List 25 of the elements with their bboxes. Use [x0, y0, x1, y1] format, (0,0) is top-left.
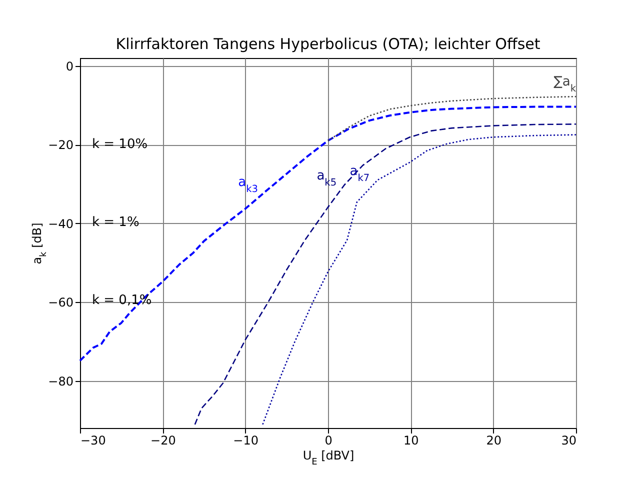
- y-tick-label: −20: [48, 138, 74, 152]
- x-tick-label: 10: [404, 434, 419, 448]
- annotation: k = 10%: [92, 137, 148, 152]
- line-series: [194, 123, 577, 426]
- annotation: k = 0,1%: [92, 293, 152, 308]
- annotation: k = 1%: [92, 215, 140, 230]
- series-label: a$_{k3}$: [238, 175, 258, 195]
- line-series: [79, 106, 577, 362]
- x-tick-label: −10: [233, 434, 258, 448]
- x-tick-label: 20: [486, 434, 502, 448]
- y-tick-label: 0: [66, 59, 74, 74]
- x-axis-title: U$_{E}$ [dBV]: [302, 448, 354, 468]
- y-tick-label: −60: [48, 296, 74, 310]
- x-tick-label: 0: [324, 434, 332, 448]
- chart-title: Klirrfaktoren Tangens Hyperbolicus (OTA); leichter Offset: [116, 35, 540, 53]
- x-tick-label: 30: [561, 434, 576, 448]
- line-series: [327, 96, 577, 142]
- x-tick-label: −30: [80, 434, 106, 448]
- line-series: [262, 134, 577, 426]
- x-tick-label: −20: [150, 434, 176, 448]
- y-tick-label: −40: [48, 216, 74, 231]
- y-tick-label: −80: [48, 374, 74, 388]
- series-label: a$_{k7}$: [350, 164, 370, 184]
- series-label: ∑a$_{k}$: [554, 74, 576, 94]
- series-label: a$_{k5}$: [316, 168, 337, 188]
